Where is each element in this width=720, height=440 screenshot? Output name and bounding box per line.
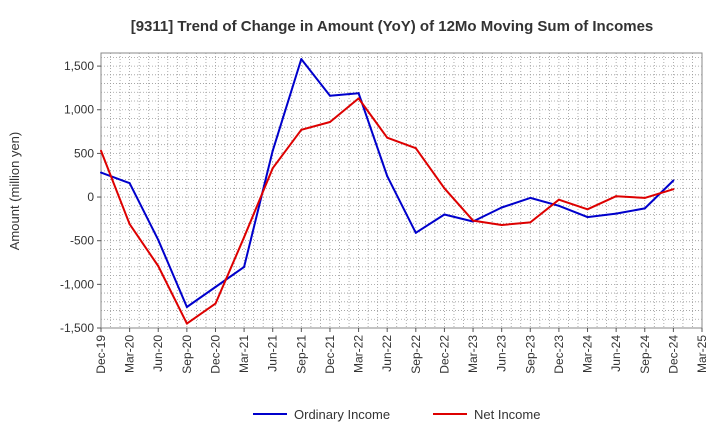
- data-point-net-income: [185, 322, 188, 325]
- chart-title: [9311] Trend of Change in Amount (YoY) o…: [131, 18, 654, 35]
- data-point-net-income: [472, 219, 475, 222]
- y-tick-label: 1,000: [64, 103, 94, 117]
- data-point-ordinary-income: [557, 204, 560, 207]
- x-tick-label: Sep-21: [294, 335, 308, 374]
- x-tick-label: Mar-20: [123, 335, 137, 373]
- legend-label-net-income: Net Income: [474, 407, 540, 422]
- data-point-net-income: [300, 128, 303, 131]
- data-point-net-income: [443, 187, 446, 190]
- data-point-net-income: [386, 136, 389, 139]
- legend: Ordinary Income Net Income: [253, 407, 540, 422]
- y-axis-label: Amount (million yen): [7, 132, 22, 251]
- data-point-ordinary-income: [443, 213, 446, 216]
- data-point-net-income: [586, 208, 589, 211]
- y-tick-label: -1,000: [60, 277, 94, 291]
- data-point-net-income: [328, 120, 331, 123]
- data-point-net-income: [672, 188, 675, 191]
- data-point-ordinary-income: [214, 285, 217, 288]
- horizontal-gridlines: [101, 56, 702, 320]
- y-tick-label: -1,500: [60, 321, 94, 335]
- data-point-net-income: [128, 223, 131, 226]
- data-point-net-income: [100, 149, 102, 152]
- x-tick-label: Sep-23: [523, 335, 537, 374]
- x-tick-label: Mar-22: [352, 335, 366, 373]
- x-tick-label: Dec-20: [208, 335, 222, 374]
- x-tick-label: Sep-24: [638, 335, 652, 374]
- legend-label-ordinary-income: Ordinary Income: [294, 407, 390, 422]
- y-tick-label: 0: [87, 190, 94, 204]
- data-point-ordinary-income: [386, 175, 389, 178]
- data-point-net-income: [615, 195, 618, 198]
- x-tick-label: Jun-20: [151, 335, 165, 372]
- data-point-ordinary-income: [328, 94, 331, 97]
- data-point-ordinary-income: [672, 179, 675, 182]
- x-axis-ticks: Dec-19 Mar-20 Jun-20 Sep-20 Dec-20 Mar-21 Jun-…: [94, 328, 709, 374]
- data-point-ordinary-income: [615, 212, 618, 215]
- series-lines: [100, 58, 675, 325]
- y-tick-label: 500: [74, 146, 94, 160]
- data-point-ordinary-income: [586, 216, 589, 219]
- x-tick-label: Dec-19: [94, 335, 108, 374]
- x-tick-label: Dec-24: [666, 335, 680, 374]
- data-point-ordinary-income: [357, 92, 360, 95]
- x-tick-label: Mar-21: [237, 335, 251, 373]
- y-tick-label: -500: [70, 234, 94, 248]
- data-point-net-income: [271, 167, 274, 170]
- data-point-net-income: [500, 223, 503, 226]
- x-tick-label: Jun-21: [266, 335, 280, 372]
- data-point-net-income: [643, 196, 646, 199]
- data-point-net-income: [357, 97, 360, 100]
- x-tick-label: Dec-23: [552, 335, 566, 374]
- x-tick-label: Mar-25: [695, 335, 709, 373]
- data-point-ordinary-income: [500, 206, 503, 209]
- data-point-ordinary-income: [157, 238, 160, 241]
- x-tick-label: Sep-20: [180, 335, 194, 374]
- x-tick-label: Dec-21: [323, 335, 337, 374]
- data-point-ordinary-income: [643, 207, 646, 210]
- y-tick-label: 1,500: [64, 59, 94, 73]
- x-tick-label: Sep-22: [409, 335, 423, 374]
- x-tick-label: Jun-22: [380, 335, 394, 372]
- data-point-ordinary-income: [243, 265, 246, 268]
- y-axis-ticks: -1,500 -1,000 -500 0 500 1,000 1,500: [60, 59, 101, 335]
- data-point-net-income: [557, 198, 560, 201]
- data-point-net-income: [214, 302, 217, 305]
- data-point-ordinary-income: [271, 149, 274, 152]
- x-tick-label: Mar-24: [581, 335, 595, 373]
- data-point-net-income: [529, 221, 532, 224]
- data-point-net-income: [243, 236, 246, 239]
- data-point-ordinary-income: [185, 306, 188, 309]
- x-tick-label: Mar-23: [466, 335, 480, 373]
- data-point-net-income: [414, 147, 417, 150]
- data-point-ordinary-income: [100, 171, 102, 174]
- vertical-gridlines: [110, 53, 693, 328]
- x-tick-label: Jun-23: [495, 335, 509, 372]
- data-point-ordinary-income: [300, 58, 303, 61]
- data-point-ordinary-income: [128, 182, 131, 185]
- x-tick-label: Dec-22: [437, 335, 451, 374]
- plot-area: [100, 52, 703, 329]
- data-point-ordinary-income: [529, 196, 532, 199]
- x-tick-label: Jun-24: [609, 335, 623, 372]
- data-point-ordinary-income: [414, 231, 417, 234]
- data-point-net-income: [157, 265, 160, 268]
